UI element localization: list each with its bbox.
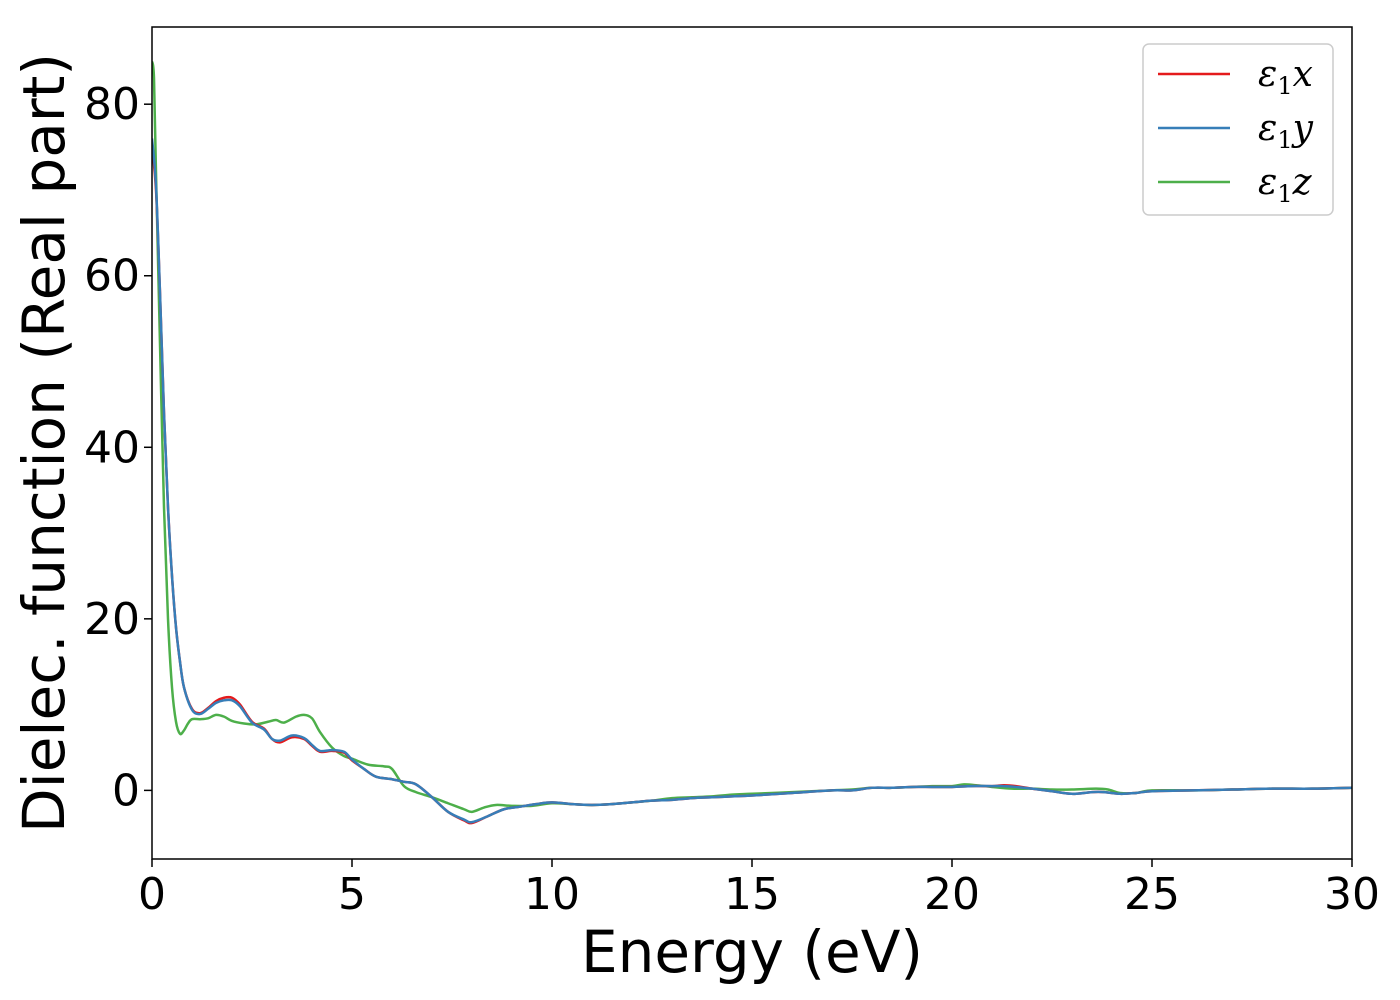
series-line-x bbox=[152, 146, 1352, 825]
y-tick-label: 40 bbox=[84, 422, 140, 473]
series-layer bbox=[152, 61, 1352, 825]
y-tick-label: 60 bbox=[84, 251, 140, 302]
y-tick-label: 20 bbox=[84, 594, 140, 645]
x-axis-ticks: 0 5 10 15 20 25 30 bbox=[138, 859, 1380, 920]
x-tick-label: 30 bbox=[1324, 869, 1380, 920]
legend-label-z: ε1z bbox=[1258, 162, 1313, 208]
x-tick-label: 20 bbox=[924, 869, 980, 920]
series-line-z bbox=[152, 61, 1352, 814]
y-axis-title: Dielec. function (Real part) bbox=[10, 53, 78, 833]
x-tick-label: 10 bbox=[524, 869, 580, 920]
legend-label-x: ε1x bbox=[1258, 54, 1313, 100]
y-axis-ticks: 0 20 40 60 80 bbox=[84, 79, 152, 816]
y-tick-label: 0 bbox=[112, 765, 140, 816]
x-axis-title: Energy (eV) bbox=[581, 918, 923, 986]
x-tick-label: 5 bbox=[338, 869, 366, 920]
legend: ε1x ε1y ε1z bbox=[1142, 43, 1334, 216]
legend-label-y: ε1y bbox=[1258, 108, 1314, 154]
y-tick-label: 80 bbox=[84, 79, 140, 130]
x-tick-label: 0 bbox=[138, 869, 166, 920]
series-line-y bbox=[152, 138, 1352, 824]
x-tick-label: 25 bbox=[1124, 869, 1180, 920]
legend-box bbox=[1142, 43, 1334, 216]
x-tick-label: 15 bbox=[724, 869, 780, 920]
